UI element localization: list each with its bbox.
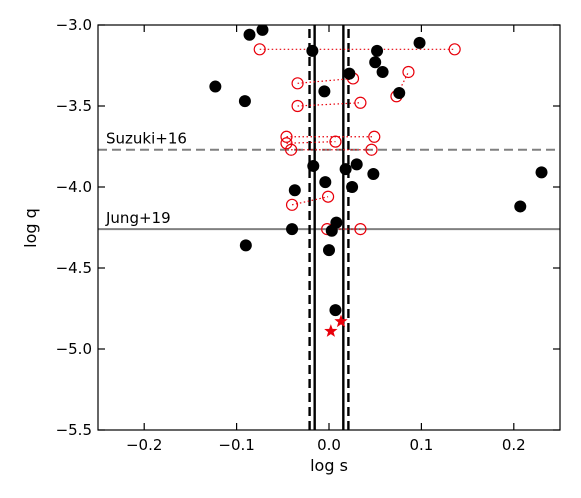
x-tick-label-4: 0.1 xyxy=(409,436,433,454)
black-point-5 xyxy=(239,239,252,252)
black-point-4 xyxy=(256,25,269,36)
x-tick-label-1: −0.2 xyxy=(126,436,162,454)
y-tick-label-6: −3.0 xyxy=(56,16,92,34)
red-open-point-3-1 xyxy=(291,99,304,113)
red-star-1 xyxy=(324,324,338,337)
black-point-21 xyxy=(369,56,382,69)
black-point-27 xyxy=(535,166,548,179)
x-tick-label-5: 0.2 xyxy=(502,436,526,454)
red-open-point-4-2 xyxy=(368,130,381,143)
y-tick-label-4: −4.0 xyxy=(56,178,92,196)
red-connector-3 xyxy=(297,102,361,107)
black-point-7 xyxy=(286,223,299,236)
red-connector-5 xyxy=(286,141,336,144)
red-open-point-7-1 xyxy=(285,198,299,211)
red-open-point-1-2 xyxy=(448,43,461,56)
black-point-25 xyxy=(413,36,426,49)
red-open-point-6-1 xyxy=(285,143,298,156)
red-open-point-9-2 xyxy=(402,65,415,79)
reference-line-label-1: Suzuki+16 xyxy=(106,130,187,148)
red-open-point-8-2 xyxy=(354,223,367,236)
black-point-11 xyxy=(319,176,332,189)
black-point-10 xyxy=(318,85,331,98)
red-open-point-7-2 xyxy=(321,190,335,203)
plot-area xyxy=(98,25,560,430)
x-tick-label-3: 0.0 xyxy=(317,436,341,454)
x-axis-label: log s xyxy=(310,456,348,475)
black-point-9 xyxy=(307,159,320,172)
black-point-1 xyxy=(209,80,222,93)
y-axis-label: log q xyxy=(21,208,40,248)
black-point-6 xyxy=(288,184,301,197)
text-labels: Suzuki+16 Jung+19 −0.2 −0.1 0.0 0.1 0.2 −5.5 −5.… xyxy=(56,16,526,454)
red-open-point-5-2 xyxy=(329,135,342,148)
y-tick-label-2: −5.0 xyxy=(56,340,92,358)
reference-line-label-2: Jung+19 xyxy=(105,209,171,227)
red-open-point-6-2 xyxy=(365,143,378,156)
red-open-point-5-1 xyxy=(280,137,293,150)
black-point-26 xyxy=(514,200,527,213)
red-open-point-4-1 xyxy=(280,130,293,143)
black-point-3 xyxy=(243,28,256,41)
red-open-point-3-2 xyxy=(354,96,367,109)
red-open-point-1-1 xyxy=(253,43,266,56)
y-tick-label-3: −4.5 xyxy=(56,259,92,277)
x-tick-label-2: −0.1 xyxy=(218,436,254,454)
black-point-2 xyxy=(238,95,251,108)
black-point-22 xyxy=(371,44,384,57)
black-point-16 xyxy=(343,67,356,80)
y-tick-label-5: −3.5 xyxy=(56,97,92,115)
black-point-14 xyxy=(329,304,342,317)
red-star-2 xyxy=(334,314,348,328)
black-point-15 xyxy=(325,224,338,237)
red-open-point-2-1 xyxy=(291,77,304,90)
black-point-20 xyxy=(367,168,380,181)
black-point-23 xyxy=(376,65,389,78)
black-point-24 xyxy=(393,87,406,100)
black-point-18 xyxy=(346,181,359,193)
black-point-19 xyxy=(350,158,363,171)
black-point-12 xyxy=(323,244,335,257)
black-point-17 xyxy=(339,163,352,176)
black-point-8 xyxy=(306,44,319,57)
axis-ticks xyxy=(98,24,560,431)
red-connector-2 xyxy=(297,77,354,84)
y-tick-label-1: −5.5 xyxy=(56,421,92,439)
